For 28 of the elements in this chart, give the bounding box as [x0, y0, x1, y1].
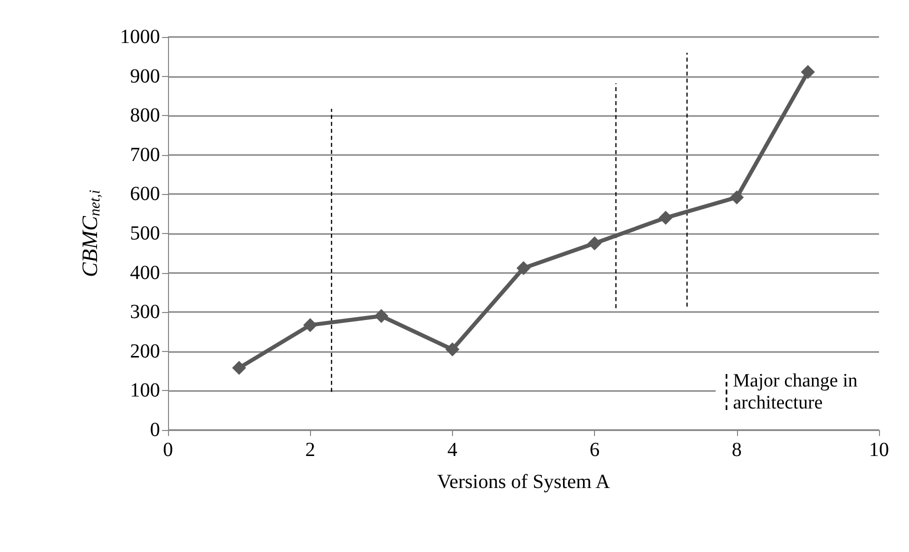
point [374, 309, 388, 324]
point [516, 261, 530, 276]
x-tick-label: 10 [869, 439, 889, 461]
y-tick-label: 100 [130, 380, 160, 402]
point [445, 342, 460, 356]
point [800, 64, 815, 79]
point [588, 236, 602, 250]
y-tick-label: 800 [130, 104, 160, 127]
y-tick-label: 200 [130, 340, 160, 362]
x-tick-label: 4 [447, 439, 458, 461]
y-axis-title: CBMCnet,i [77, 190, 104, 278]
y-tick-label: 600 [130, 183, 160, 206]
point [232, 360, 246, 375]
x-axis-title: Versions of System A [437, 471, 610, 493]
point [730, 190, 744, 204]
x-tick-label: 2 [305, 439, 316, 461]
y-tick-label: 0 [150, 419, 160, 441]
y-tick-label: 500 [130, 222, 160, 244]
legend-label: Major change in architecture [733, 370, 862, 414]
y-tick-label: 700 [130, 144, 160, 166]
x-tick-label: 8 [732, 439, 742, 461]
point [658, 210, 673, 225]
x-tick-label: 6 [590, 439, 600, 461]
y-tick-label: 400 [130, 262, 160, 284]
y-tick-label: 1000 [120, 26, 160, 48]
point [303, 318, 318, 332]
y-tick-label: 900 [130, 65, 160, 88]
y-tick-label: 300 [130, 301, 160, 324]
